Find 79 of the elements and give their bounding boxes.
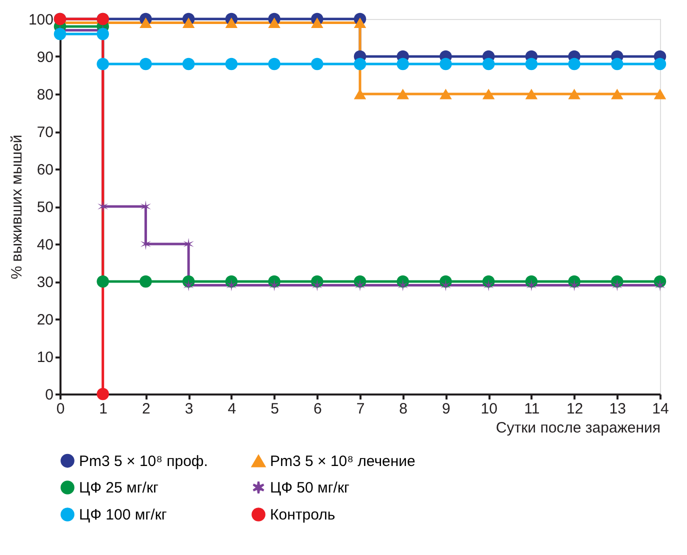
x-tick-label: 14 [652, 400, 669, 418]
legend-label: Pm3 5 × 10⁸ лечение [270, 453, 416, 470]
point [354, 279, 366, 292]
point [398, 279, 408, 292]
point [312, 279, 322, 292]
point [98, 200, 108, 213]
legend-label: ЦФ 25 мг/кг [79, 480, 160, 496]
x-tick-label: 0 [56, 400, 65, 418]
point [182, 58, 195, 70]
point [525, 58, 538, 70]
y-tick-label: 60 [36, 162, 54, 178]
point [654, 88, 666, 100]
point [525, 88, 538, 100]
point [140, 17, 152, 28]
point [96, 275, 109, 288]
x-axis-title: Сутки после заражения [496, 420, 660, 436]
point [140, 275, 152, 288]
x-tick-label: 2 [142, 400, 150, 418]
y-tick-label: 40 [36, 236, 54, 254]
legend-label: Pm3 5 × 10⁸ проф. [79, 452, 208, 470]
point [268, 58, 280, 70]
legend-label: ЦФ 100 мг/кг [79, 506, 168, 524]
x-tick-label: 13 [609, 400, 626, 418]
y-tick-label: 0 [45, 386, 54, 404]
y-axis-title: % выживших мышей [8, 134, 26, 280]
x-tick-label: 5 [270, 400, 279, 418]
legend-label: ЦФ 50 мг/кг [270, 480, 350, 496]
x-tick-label: 1 [99, 400, 108, 418]
point [568, 279, 580, 292]
point [96, 58, 109, 70]
x-tick-label: 3 [184, 400, 194, 418]
point [354, 17, 366, 28]
point [611, 88, 624, 100]
point [396, 58, 409, 70]
y-tick-label: 90 [36, 49, 54, 66]
point [96, 388, 109, 400]
point [225, 58, 238, 70]
point [568, 88, 580, 100]
point [440, 58, 452, 70]
point [526, 279, 537, 292]
point [482, 88, 495, 100]
x-tick-label: 10 [480, 400, 498, 418]
point [396, 88, 409, 100]
point [268, 17, 280, 28]
y-tick-label: 70 [36, 124, 54, 141]
point [612, 279, 622, 292]
point [182, 17, 195, 28]
point [440, 279, 452, 292]
x-tick-label: 9 [442, 400, 450, 418]
x-tick-label: 8 [399, 400, 408, 418]
point [354, 58, 366, 70]
y-tick-label: 30 [36, 274, 54, 291]
point [54, 28, 66, 40]
y-tick-label: 100 [28, 12, 54, 28]
x-tick-label: 6 [313, 400, 322, 418]
point [140, 58, 152, 70]
point [611, 58, 624, 70]
x-tick-label: 11 [524, 400, 540, 418]
x-tick-label: 4 [228, 400, 236, 418]
y-tick-label: 50 [36, 199, 54, 216]
point [268, 279, 280, 292]
point [311, 17, 324, 28]
point [225, 17, 238, 28]
point [654, 279, 666, 292]
point [482, 58, 495, 70]
point [440, 88, 452, 100]
point [568, 58, 580, 70]
point [183, 279, 194, 292]
point [311, 58, 324, 70]
point [483, 279, 494, 292]
y-tick-label: 20 [36, 312, 54, 328]
point [654, 58, 666, 70]
point [226, 279, 237, 292]
y-tick-label: 80 [36, 86, 54, 104]
x-tick-label: 7 [356, 400, 365, 418]
legend-label: Контроль [270, 506, 336, 524]
x-tick-label: 12 [566, 400, 584, 418]
point [96, 28, 109, 40]
y-tick-label: 10 [36, 349, 54, 366]
